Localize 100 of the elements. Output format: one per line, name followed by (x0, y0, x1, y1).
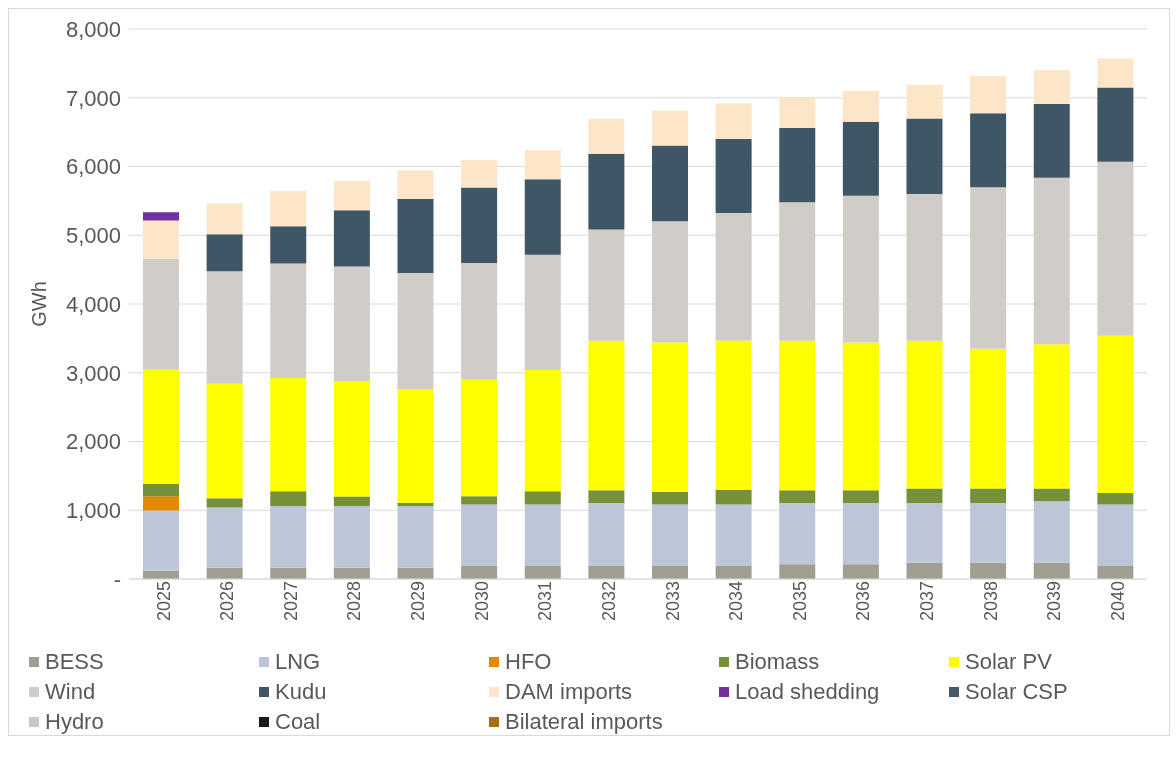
bar (397, 506, 434, 568)
bar (206, 498, 243, 508)
bar (906, 84, 943, 119)
bar (970, 348, 1007, 489)
bar (906, 488, 943, 504)
x-tick-label: 2040 (1107, 581, 1128, 622)
x-tick-label: 2039 (1044, 581, 1065, 622)
bar (333, 180, 370, 211)
bar (842, 90, 879, 122)
bar (333, 506, 370, 568)
bar (842, 195, 879, 343)
y-tick-label: 7,000 (65, 85, 121, 111)
bar (1097, 87, 1134, 162)
bar (143, 258, 179, 370)
bar (143, 510, 179, 571)
x-tick-label: 2027 (280, 581, 301, 622)
bar (588, 490, 625, 504)
legend-label: BESS (45, 649, 104, 675)
bar (588, 503, 625, 566)
bar (206, 203, 243, 235)
bar (143, 570, 179, 579)
bar (270, 506, 307, 568)
bar (461, 504, 498, 566)
bar (1033, 177, 1070, 345)
bar (906, 503, 943, 563)
x-tick-label: 2035 (789, 581, 810, 622)
bar (524, 254, 561, 370)
bar (143, 220, 179, 259)
bar (270, 190, 307, 227)
x-tick-label: 2036 (853, 581, 874, 622)
bar (588, 565, 625, 579)
bar (333, 496, 370, 507)
bar (1097, 565, 1134, 579)
bar (588, 153, 625, 230)
bar (970, 488, 1007, 504)
bar (779, 340, 816, 491)
legend-label: Solar PV (965, 649, 1052, 675)
bar (970, 503, 1007, 563)
bar (779, 503, 816, 565)
bar (652, 565, 688, 579)
y-tick-label: 5,000 (65, 223, 121, 249)
y-tick-label: - (113, 566, 121, 592)
legend-label: LNG (275, 649, 321, 675)
bar (842, 121, 879, 196)
x-tick-label: 2034 (726, 581, 747, 622)
bar (588, 340, 625, 491)
bar (1033, 103, 1070, 178)
bar (715, 504, 752, 566)
x-tick-label: 2028 (344, 581, 365, 622)
bar (461, 496, 498, 505)
legend-label: Biomass (735, 649, 820, 675)
bar (715, 489, 752, 505)
y-tick-label: 3,000 (65, 360, 121, 386)
bar (970, 113, 1007, 188)
bar (779, 490, 816, 504)
bar (143, 369, 179, 484)
bar (1033, 344, 1070, 489)
legend-label: Solar CSP (965, 679, 1068, 705)
bar (143, 496, 179, 511)
bar (333, 381, 370, 497)
bar (270, 263, 307, 378)
bar (206, 383, 243, 499)
y-tick-label: 8,000 (65, 16, 121, 42)
bar (906, 194, 943, 341)
x-tick-label: 2037 (917, 581, 938, 622)
legend-label: Hydro (45, 709, 104, 735)
x-tick-label: 2029 (408, 581, 429, 622)
bar (652, 504, 688, 566)
bar (906, 562, 943, 579)
bar (1097, 161, 1134, 336)
x-tick-label: 2031 (535, 581, 556, 622)
bar (1033, 69, 1070, 104)
bar (397, 170, 434, 199)
bar (461, 187, 498, 264)
bar (779, 97, 816, 128)
x-tick-label: 2026 (217, 581, 238, 622)
bar (206, 271, 243, 384)
legend-label: Kudu (275, 679, 327, 705)
bar (842, 342, 879, 491)
legend-label: Coal (275, 709, 321, 735)
legend-label: Wind (45, 679, 96, 705)
bar (397, 198, 434, 274)
legend-label: HFO (505, 649, 552, 675)
bar (779, 202, 816, 341)
bar (333, 266, 370, 382)
legend-label: Bilateral imports (505, 709, 663, 735)
bar (524, 491, 561, 505)
x-tick-label: 2033 (662, 581, 683, 622)
bar (524, 150, 561, 180)
bar (461, 263, 498, 380)
bar (1097, 335, 1134, 494)
x-tick-label: 2025 (153, 581, 174, 622)
bar (397, 389, 434, 503)
legend-label: Load shedding (735, 679, 880, 705)
bar (333, 210, 370, 267)
bar (461, 379, 498, 497)
bar (524, 370, 561, 492)
bar (970, 76, 1007, 114)
bar (652, 110, 688, 146)
bar (270, 491, 307, 507)
